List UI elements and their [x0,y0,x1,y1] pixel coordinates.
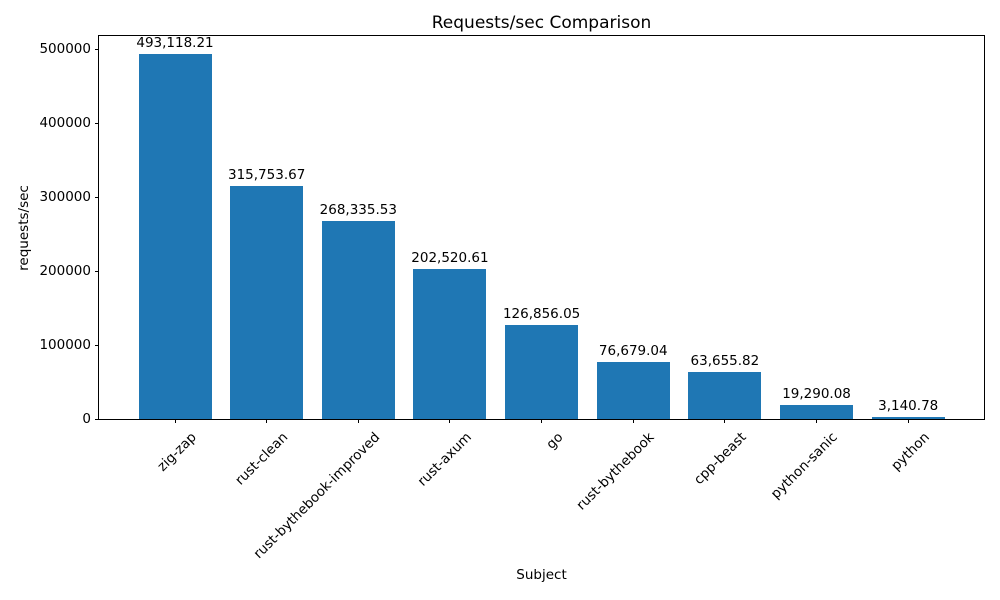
x-tick-mark [266,419,268,423]
plot-area: 0 100000 200000 300000 400000 500000 493,118.2… [39,35,985,562]
bar [230,185,304,419]
bar-value-label: 3,140.78 [878,397,939,414]
bar [321,220,395,419]
bar-value-label: 19,290.08 [782,385,851,402]
bar [871,416,945,419]
y-axis-label: requests/sec [16,185,32,271]
y-tick-label: 400000 [39,115,91,132]
chart-title: Requests/sec Comparison [431,13,652,33]
bar [688,371,762,419]
y-tick-mark [95,344,99,346]
bar-value-label: 315,753.67 [227,166,306,183]
x-tick-mark [357,419,359,423]
y-tick-label: 500000 [39,41,91,58]
bar-value-label: 493,118.21 [136,35,214,52]
x-tick-label: cpp-beast [690,429,750,488]
x-tick-mark [907,419,909,423]
x-tick-mark [632,419,634,423]
bar [413,269,487,419]
x-tick-mark [541,419,543,423]
y-tick-mark [95,122,99,124]
bar [505,325,579,419]
y-tick-label: 200000 [39,263,91,280]
x-tick-mark [449,419,451,423]
x-tick-label: zig-zap [154,429,200,475]
bar [596,362,670,419]
x-tick-label: rust-axum [414,429,475,490]
y-tick-mark [95,196,99,198]
x-tick-label: python [888,429,933,475]
x-axis-label: Subject [516,567,567,583]
x-tick-mark [174,419,176,423]
y-tick-mark [95,418,99,420]
bar [138,54,212,419]
bar [780,404,854,419]
x-tick-label: rust-clean [232,429,292,489]
bar-value-label: 63,655.82 [690,352,760,369]
x-tick-label: rust-bythebook [573,429,658,514]
x-tick-mark [724,419,726,423]
y-tick-mark [95,270,99,272]
y-tick-label: 100000 [39,337,91,354]
x-tick-label: go [542,429,567,453]
y-tick-mark [95,48,99,50]
bar-value-label: 76,679.04 [598,343,668,360]
y-tick-label: 300000 [39,189,91,206]
bar-value-label: 268,335.53 [319,201,397,218]
x-tick-label: python-sanic [768,429,842,503]
y-tick-label: 0 [82,411,91,427]
bar-value-label: 202,520.61 [411,250,489,267]
bar-value-label: 126,856.05 [502,306,581,323]
x-tick-mark [816,419,818,423]
